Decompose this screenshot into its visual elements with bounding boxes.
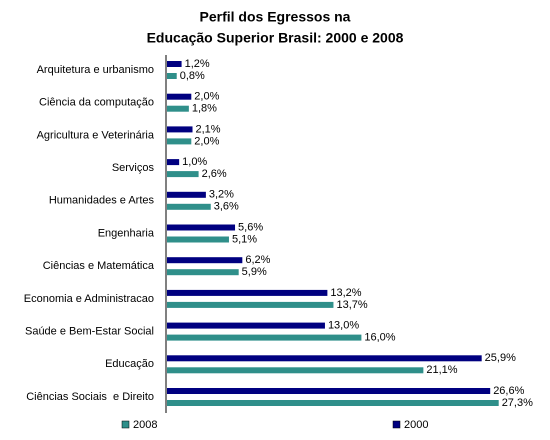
- value-label: 2,1%: [196, 123, 221, 135]
- bar: [167, 203, 211, 210]
- legend-swatch: [121, 420, 130, 429]
- bar: [167, 269, 239, 276]
- bar: [167, 355, 482, 362]
- bar: [167, 93, 192, 100]
- bar: [167, 61, 182, 67]
- bar: [167, 73, 177, 79]
- chart-subtitle: Educação Superior Brasil: 2000 e 2008: [147, 30, 404, 46]
- category-label: Serviços: [112, 162, 155, 174]
- category-label: Agricultura e Veterinária: [37, 129, 155, 141]
- value-label: 13,7%: [336, 299, 367, 311]
- value-label: 3,6%: [214, 201, 239, 213]
- category-label: Economia e Administracao: [24, 293, 154, 305]
- category-label: Educação: [105, 358, 154, 370]
- bar: [167, 334, 362, 341]
- bar: [167, 138, 192, 145]
- value-label: 26,6%: [493, 385, 524, 397]
- value-label: 25,9%: [485, 352, 516, 364]
- bar: [167, 171, 199, 178]
- bar: [167, 388, 491, 394]
- value-label: 27,3%: [502, 397, 533, 409]
- category-label: Arquitetura e urbanismo: [37, 64, 154, 76]
- legend-swatch: [392, 420, 401, 429]
- value-label: 5,1%: [232, 233, 257, 245]
- value-label: 13,0%: [328, 320, 359, 332]
- value-label: 5,9%: [242, 266, 267, 278]
- bar: [167, 224, 236, 231]
- bar: [167, 236, 229, 243]
- value-label: 21,1%: [426, 364, 457, 376]
- bar: [167, 289, 328, 296]
- bar: [167, 400, 499, 406]
- value-label: 5,6%: [238, 221, 263, 233]
- value-label: 16,0%: [364, 332, 395, 344]
- category-label: Humanidades e Artes: [49, 195, 155, 207]
- bar: [167, 301, 334, 308]
- category-label: Ciência da computação: [39, 97, 154, 109]
- bar: [167, 105, 189, 112]
- value-label: 1,8%: [192, 103, 217, 115]
- value-label: 2,0%: [194, 135, 219, 147]
- value-label: 1,2%: [185, 58, 210, 70]
- category-label: Ciências Sociais e Direito: [26, 391, 154, 403]
- category-label: Engenharia: [98, 227, 155, 239]
- value-label: 6,2%: [245, 254, 270, 266]
- value-label: 1,0%: [182, 156, 207, 168]
- value-label: 2,0%: [194, 91, 219, 103]
- bar: [167, 367, 424, 374]
- category-label: Ciências e Matemática: [43, 260, 155, 272]
- value-label: 0,8%: [180, 70, 205, 82]
- value-label: 3,2%: [209, 189, 234, 201]
- bar: [167, 191, 206, 198]
- bar: [167, 126, 193, 133]
- value-label: 2,6%: [202, 168, 227, 180]
- category-label: Saúde e Bem-Estar Social: [25, 326, 154, 338]
- legend-label: 2000: [404, 419, 428, 431]
- legend-label: 2008: [133, 419, 157, 431]
- value-label: 13,2%: [330, 287, 361, 299]
- chart-title: Perfil dos Egressos na: [200, 9, 351, 25]
- bar: [167, 257, 243, 264]
- bar: [167, 159, 180, 166]
- bar: [167, 322, 325, 329]
